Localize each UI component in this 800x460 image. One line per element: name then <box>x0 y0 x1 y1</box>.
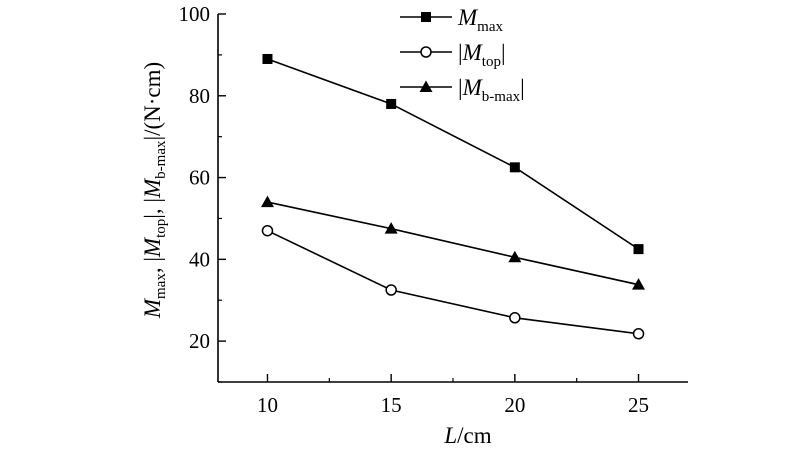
data-point <box>385 284 397 296</box>
y-tick-label: 80 <box>189 84 210 108</box>
legend-label-post: | <box>501 40 506 65</box>
legend-label-sub: max <box>477 19 503 35</box>
legend-item: Mmax <box>400 5 503 35</box>
legend-item: |Mtop| <box>400 40 506 70</box>
x-axis-title: L/cm <box>443 423 491 448</box>
y-tick-label: 20 <box>189 329 210 353</box>
data-point <box>261 224 274 237</box>
data-point <box>508 250 522 263</box>
legend-label: Mmax <box>457 5 503 35</box>
legend-label: |Mb-max| <box>458 75 525 105</box>
series-line <box>267 201 639 286</box>
legend-label-sub: b-max <box>482 89 521 105</box>
series-line <box>267 58 639 250</box>
legend-marker <box>419 80 433 92</box>
series-group <box>260 53 646 340</box>
legend-label-post: | <box>520 75 525 100</box>
legend-label-var: M <box>462 40 484 65</box>
data-point <box>509 162 520 173</box>
series-2 <box>261 224 645 340</box>
legend-label-pre: | <box>458 40 463 65</box>
series-1 <box>262 53 644 255</box>
legend: Mmax|Mtop||Mb-max| <box>400 5 525 105</box>
legend-marker <box>421 12 431 22</box>
legend-marker <box>420 46 432 58</box>
series-line <box>267 229 639 335</box>
data-point <box>384 222 398 234</box>
legend-item: |Mb-max| <box>400 75 525 105</box>
series-3 <box>260 195 646 290</box>
data-point <box>509 312 521 324</box>
data-point <box>632 328 645 340</box>
y-tick-label: 60 <box>189 166 210 190</box>
data-point <box>632 278 646 290</box>
data-point <box>260 195 274 208</box>
legend-label-pre: | <box>458 75 463 100</box>
y-tick-label: 100 <box>179 2 211 26</box>
legend-label: |Mtop| <box>458 40 506 70</box>
x-tick-label: 15 <box>381 393 402 417</box>
legend-label-sub: top <box>482 54 501 70</box>
legend-label-var: M <box>457 5 479 30</box>
x-tick-label: 20 <box>504 393 525 417</box>
legend-label-var: M <box>462 75 484 100</box>
data-point <box>262 53 273 64</box>
data-point <box>633 244 644 255</box>
y-tick-label: 40 <box>189 247 210 271</box>
x-tick-label: 10 <box>257 393 278 417</box>
axes: 20 40 60 80 100 10 15 20 25 <box>179 2 688 417</box>
y-axis-title: Mmax, |Mtop|, |Mb-max|/(N·cm) <box>140 62 169 319</box>
x-tick-label: 25 <box>628 393 649 417</box>
data-point <box>386 98 397 109</box>
